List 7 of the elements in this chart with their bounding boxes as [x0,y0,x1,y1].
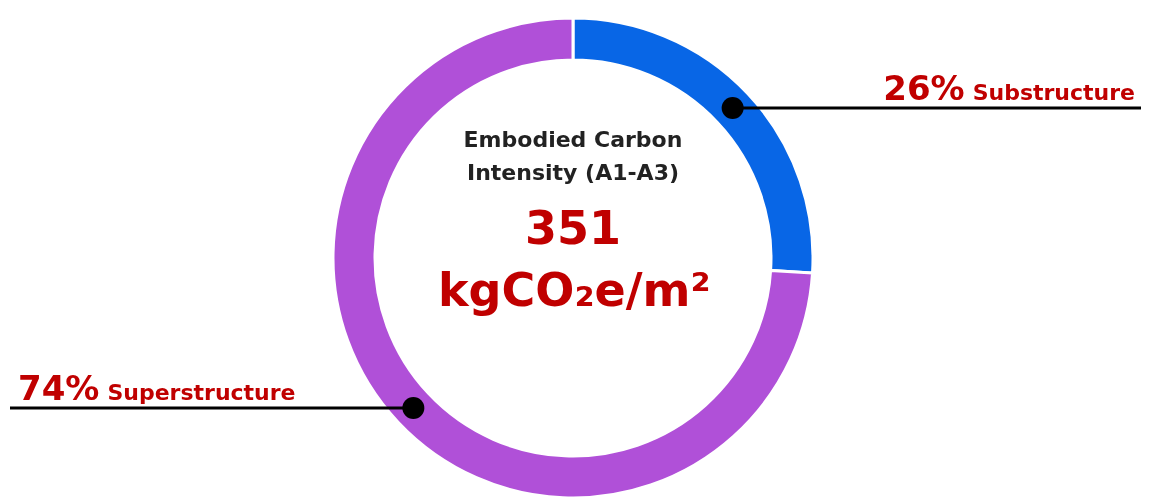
donut-slice [331,16,815,499]
text: 351 kgCO₂e/m² [438,200,711,320]
data-label: 26% [883,68,965,109]
slice-label: Substructure [972,80,1135,106]
data-label: 74% [18,367,100,408]
slice-label: Superstructure [107,379,296,405]
text: Embodied Carbon Intensity (A1-A3) [462,126,684,187]
